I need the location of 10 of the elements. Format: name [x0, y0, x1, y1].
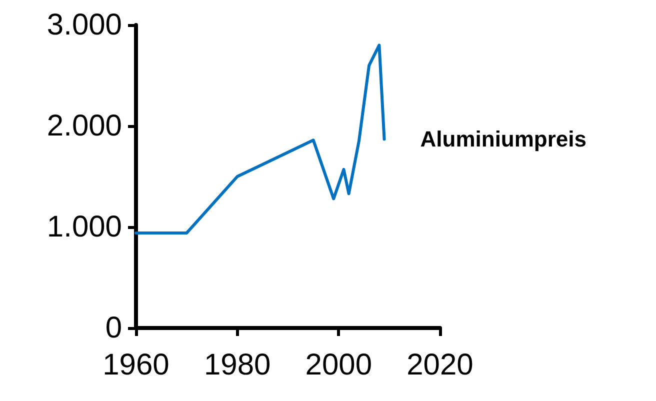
- series-label: Aluminiumpreis: [420, 126, 587, 152]
- x-tick-label: 1960: [102, 348, 170, 382]
- line-series: [134, 44, 386, 235]
- x-tick-label: 1980: [204, 348, 271, 382]
- x-tick-label: 2020: [406, 348, 474, 382]
- x-tick-label: 2000: [305, 348, 372, 382]
- y-tick-label: 2.000: [46, 110, 122, 142]
- y-tick-label: 0: [105, 312, 122, 344]
- y-tick-label: 3.000: [46, 8, 122, 42]
- y-tick-label: 1.000: [46, 210, 122, 244]
